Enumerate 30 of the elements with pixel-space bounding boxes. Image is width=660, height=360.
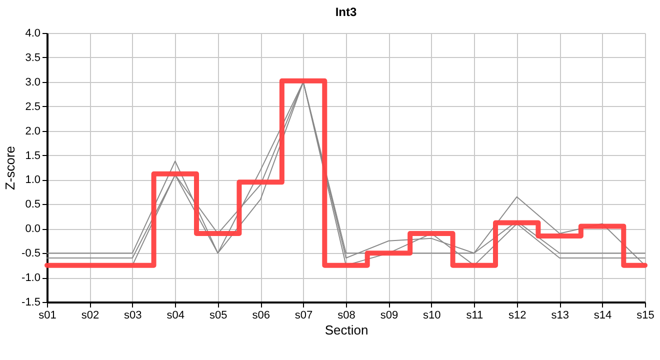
y-tick-label: -1.0 bbox=[22, 272, 40, 284]
chart-title: Int3 bbox=[335, 5, 357, 19]
y-tick-label: 2.5 bbox=[25, 100, 40, 113]
y-axis-title: Z-score bbox=[2, 146, 18, 190]
y-tick-label: 1.5 bbox=[25, 150, 40, 162]
x-tick-label: s03 bbox=[124, 310, 142, 322]
x-tick-label: s05 bbox=[209, 310, 228, 322]
y-tick-label: 0.5 bbox=[25, 198, 40, 211]
x-tick-label: s02 bbox=[81, 310, 100, 322]
y-tick-label: 3.0 bbox=[25, 76, 40, 88]
x-tick-label: s07 bbox=[294, 310, 313, 322]
x-tick-label: s09 bbox=[380, 310, 398, 322]
x-tick-label: s15 bbox=[636, 310, 654, 322]
y-tick-label: 1.0 bbox=[25, 174, 40, 186]
x-axis-title: Section bbox=[324, 322, 368, 338]
y-tick-label: 3.5 bbox=[25, 52, 40, 64]
y-tick-label: -0.5 bbox=[22, 248, 40, 260]
x-tick-label: s10 bbox=[423, 310, 441, 322]
x-tick-label: s13 bbox=[551, 310, 569, 322]
y-tick-label: -1.5 bbox=[22, 296, 40, 308]
x-tick-label: s01 bbox=[38, 310, 56, 322]
y-tick-label: 4.0 bbox=[25, 28, 40, 40]
y-tick-label: 2.0 bbox=[25, 125, 40, 138]
x-tick-label: s12 bbox=[508, 310, 526, 322]
y-tick-label: 0.0 bbox=[25, 223, 40, 236]
x-tick-label: s08 bbox=[338, 310, 356, 322]
x-tick-label: s06 bbox=[252, 310, 270, 322]
x-tick-label: s11 bbox=[466, 310, 484, 322]
x-tick-label: s14 bbox=[594, 310, 612, 322]
x-tick-label: s04 bbox=[166, 310, 185, 322]
